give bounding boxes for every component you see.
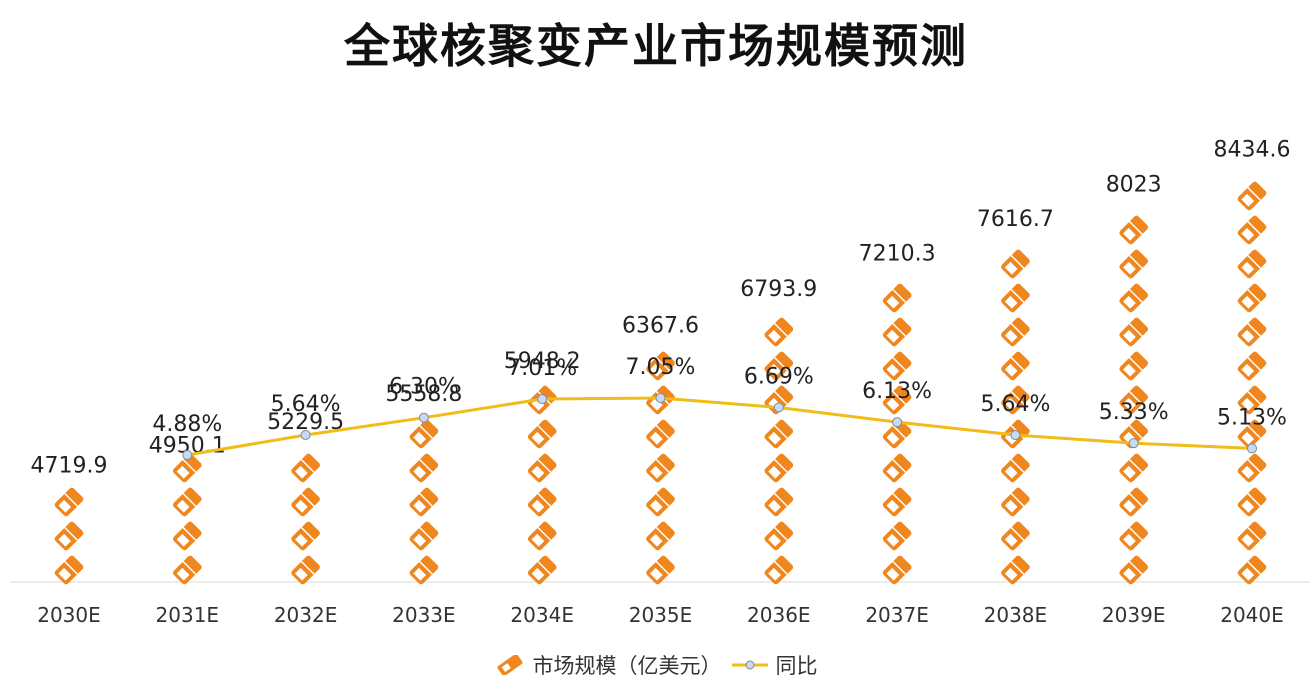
bar-2037E	[882, 283, 912, 585]
bar-value-label: 7616.7	[977, 207, 1054, 232]
yoy-value-label: 7.05%	[626, 355, 696, 380]
yoy-marker	[182, 450, 193, 460]
legend-item-market-size: 市场规模（亿美元）	[495, 650, 722, 680]
yoy-marker	[300, 430, 311, 441]
yoy-marker	[655, 393, 666, 403]
bar-2032E	[291, 453, 320, 585]
x-tick-label: 2036E	[747, 603, 811, 627]
bar-value-label: 7210.3	[859, 242, 936, 267]
yoy-value-label: 5.33%	[1099, 400, 1169, 425]
yoy-value-label: 5.64%	[980, 392, 1050, 417]
legend-label-market-size: 市场规模（亿美元）	[532, 654, 722, 678]
yoy-marker	[418, 412, 429, 423]
x-tick-label: 2035E	[629, 603, 693, 627]
x-tick-label: 2040E	[1220, 603, 1284, 627]
yoy-value-label: 6.69%	[744, 364, 814, 389]
bar-value-label: 8434.6	[1214, 138, 1291, 163]
bar-2038E	[1001, 249, 1030, 585]
yoy-value-label: 4.88%	[152, 412, 222, 437]
bar-2033E	[409, 419, 439, 585]
yoy-marker	[892, 417, 903, 428]
bar-2040E	[1237, 181, 1267, 585]
yoy-value-label: 6.30%	[389, 375, 459, 400]
bar-value-label: 5558.8	[385, 382, 462, 407]
bar-2034E	[527, 385, 557, 585]
x-tick-label: 2030E	[37, 603, 101, 627]
chart-title: 全球核聚变产业市场规模预测	[344, 19, 968, 73]
legend-item-yoy: 同比	[731, 650, 818, 680]
bar-2031E	[172, 453, 202, 585]
yoy-value-label: 5.64%	[271, 392, 341, 417]
bar-2039E	[1119, 215, 1149, 585]
bar-value-label: 4719.9	[31, 453, 108, 478]
bar-2035E	[646, 351, 675, 585]
x-tick-label: 2033E	[392, 603, 456, 627]
x-tick-label: 2038E	[984, 603, 1048, 627]
x-tick-label: 2039E	[1102, 603, 1166, 627]
legend: 市场规模（亿美元） 同比	[0, 650, 1312, 680]
bar-2036E	[764, 317, 794, 585]
x-tick-label: 2031E	[156, 603, 220, 627]
legend-label-yoy: 同比	[775, 654, 818, 678]
bar-value-label: 6367.6	[622, 313, 699, 338]
x-tick-label: 2037E	[865, 603, 929, 627]
yoy-value-label: 7.01%	[507, 356, 577, 381]
yoy-value-label: 5.13%	[1217, 405, 1287, 430]
yoy-marker	[1128, 438, 1139, 449]
x-tick-label: 2034E	[510, 603, 574, 627]
yoy-marker	[537, 394, 548, 405]
yoy-marker	[1247, 443, 1257, 454]
bar-2030E	[54, 487, 84, 585]
yoy-value-label: 6.13%	[862, 379, 932, 404]
line-marker-icon	[731, 660, 768, 670]
bar-value-label: 6793.9	[740, 277, 817, 302]
bar-value-label: 8023	[1106, 173, 1162, 198]
yoy-marker	[1010, 430, 1021, 441]
yoy-line	[187, 396, 1253, 457]
x-tick-label: 2032E	[274, 603, 338, 627]
bar-pictogram-icon	[497, 655, 522, 675]
yoy-marker	[773, 402, 784, 413]
bar-value-label: 5948.2	[504, 349, 581, 374]
